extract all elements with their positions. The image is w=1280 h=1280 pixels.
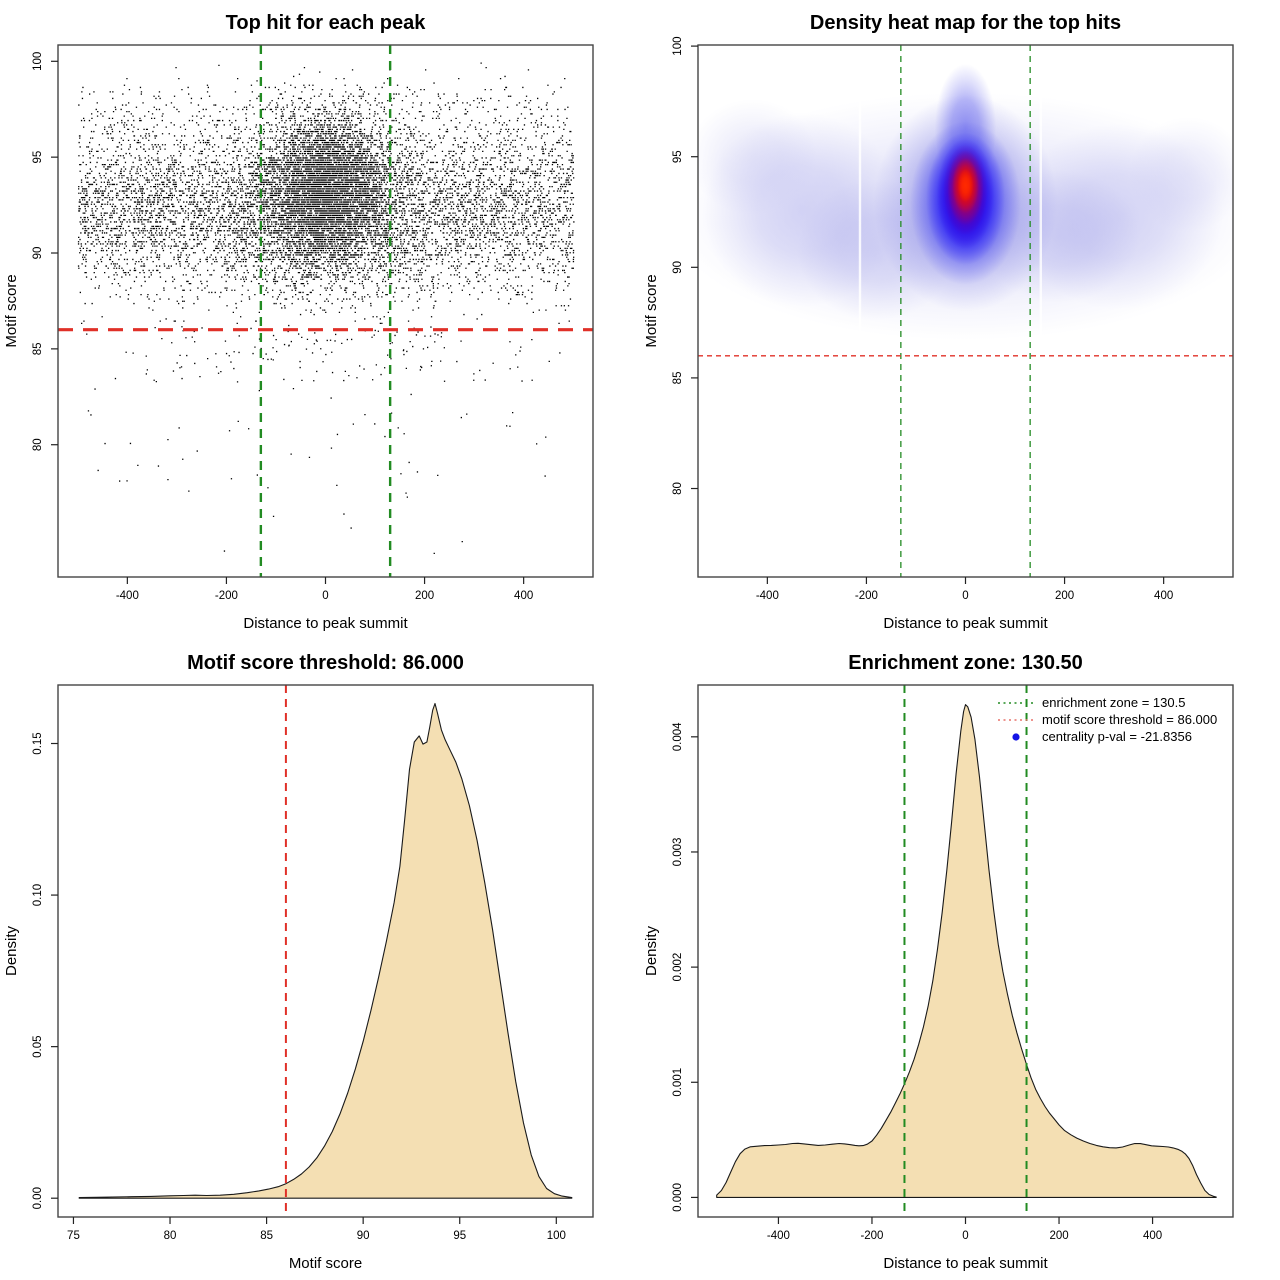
y-tick-label: 0.10 [32,884,44,906]
x-tick-label: -200 [215,590,238,602]
x-tick-label: 100 [547,1230,566,1242]
y-tick-label: 0.15 [32,732,44,754]
scatter-points [77,62,575,554]
y-tick-label: 0.003 [672,838,684,867]
chart-canvas: -400 -200 0 200 400 80 85 90 95 100 [672,37,1234,602]
x-tick-label: 80 [164,1230,177,1242]
y-tick-label: 100 [32,52,44,71]
x-tick-label: 95 [453,1230,466,1242]
y-tick-label: 90 [672,261,684,274]
density-curve [78,702,573,1199]
y-tick-label: 85 [32,342,44,355]
y-tick-label: 0.05 [32,1035,44,1057]
x-tick-label: 200 [1055,590,1074,602]
density-curve [716,704,1217,1198]
y-tick-label: 0.00 [32,1187,44,1209]
chart-canvas: -400 -200 0 200 400 0.000 0.001 0.002 0.003 0.004… [672,684,1234,1242]
heatmap-white-gap [1039,45,1042,343]
heatmap-layer [698,45,1233,343]
chart-title: Density heat map for the top hits [810,12,1121,34]
x-tick-label: 85 [260,1230,273,1242]
density-heatmap-svg: -400 -200 0 200 400 80 85 90 95 100 Density heat … [643,12,1234,632]
x-tick-label: 75 [67,1230,80,1242]
y-tick-label: 0.001 [672,1068,684,1097]
x-tick-label: 90 [357,1230,370,1242]
plot-box [57,44,594,578]
y-tick-label: 95 [32,151,44,164]
y-tick-label: 100 [672,37,684,56]
legend-point-sample [1012,733,1020,741]
x-axis-label: Distance to peak summit [883,615,1048,632]
density-blob [957,168,974,203]
density-blob [1128,116,1233,232]
y-tick-label: 0.004 [672,722,684,751]
x-axis-label: Distance to peak summit [883,1255,1048,1272]
x-tick-label: 200 [415,590,434,602]
x-tick-label: 400 [1143,1230,1162,1242]
legend-label: centrality p-val = -21.8356 [1042,729,1192,744]
x-tick-label: 400 [514,590,533,602]
x-axis-label: Motif score [289,1255,362,1272]
y-tick-label: 80 [32,438,44,451]
chart-title: Top hit for each peak [226,12,427,34]
chart-title: Motif score threshold: 86.000 [187,652,464,674]
x-tick-label: -200 [860,1230,883,1242]
y-axis-label: Motif score [643,274,660,347]
y-tick-label: 0.000 [672,1183,684,1212]
plot-box [57,684,594,1218]
top-hit-scatter-svg: -400 -200 0 200 400 80 85 90 95 100 Top hit for e… [3,12,594,632]
x-tick-label: -400 [767,1230,790,1242]
chart-canvas: 75 80 85 90 95 100 0.00 0.05 0.10 0.15 [32,684,594,1242]
panel-motif-score-density: 75 80 85 90 95 100 0.00 0.05 0.10 0.15 Motif scor… [0,640,640,1280]
panel-density-heatmap: -400 -200 0 200 400 80 85 90 95 100 Density heat … [640,0,1280,640]
x-tick-label: -400 [116,590,139,602]
panel-distance-density: -400 -200 0 200 400 0.000 0.001 0.002 0.003 0.004… [640,640,1280,1280]
x-tick-label: 0 [962,1230,968,1242]
y-tick-label: 0.002 [672,953,684,982]
legend: enrichment zone = 130.5 motif score thres… [998,695,1217,744]
y-axis-label: Density [3,925,20,976]
x-tick-label: 400 [1154,590,1173,602]
motif-score-density-svg: 75 80 85 90 95 100 0.00 0.05 0.10 0.15 Motif scor… [3,652,594,1272]
y-tick-label: 90 [32,247,44,260]
y-axis-label: Motif score [3,274,20,347]
heatmap-white-gap [858,45,862,334]
chart-canvas: -400 -200 0 200 400 80 85 90 95 100 [32,44,594,602]
x-tick-label: 200 [1049,1230,1068,1242]
x-tick-label: 0 [962,590,968,602]
panel-top-hit-scatter: -400 -200 0 200 400 80 85 90 95 100 Top hit for e… [0,0,640,640]
y-axis-label: Density [643,925,660,976]
y-tick-label: 95 [672,150,684,163]
legend-label: enrichment zone = 130.5 [1042,695,1185,710]
y-tick-label: 80 [672,482,684,495]
x-tick-label: -200 [855,590,878,602]
x-tick-label: 0 [322,590,328,602]
x-tick-label: -400 [756,590,779,602]
distance-density-svg: -400 -200 0 200 400 0.000 0.001 0.002 0.003 0.004… [643,652,1234,1272]
chart-title: Enrichment zone: 130.50 [848,652,1083,674]
legend-label: motif score threshold = 86.000 [1042,712,1217,727]
x-axis-label: Distance to peak summit [243,615,408,632]
y-tick-label: 85 [672,372,684,385]
density-blob [698,99,817,215]
